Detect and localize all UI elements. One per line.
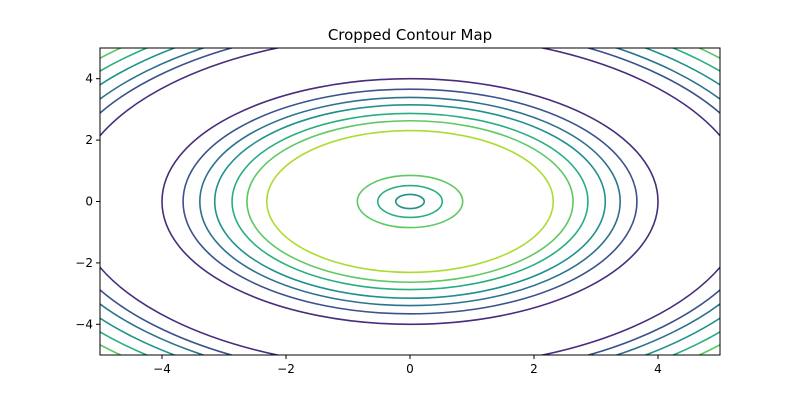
- x-tick-label: −2: [277, 362, 295, 376]
- contour-line: [182, 88, 638, 315]
- contour-line: [231, 112, 589, 291]
- y-tick-label: −4: [75, 317, 93, 331]
- contour-line: [100, 48, 720, 355]
- y-tick-label: 2: [85, 133, 93, 147]
- contour-line: [356, 174, 464, 229]
- contour-line: [394, 193, 426, 210]
- contour-line: [246, 119, 574, 284]
- contour-line: [376, 184, 444, 219]
- contour-line: [199, 96, 621, 307]
- y-tick-label: 0: [85, 195, 93, 209]
- y-tick-label: −2: [75, 256, 93, 270]
- contour-line: [100, 48, 720, 355]
- axes-frame: [99, 47, 721, 356]
- chart-title: Cropped Contour Map: [328, 26, 492, 44]
- y-tick-label: 4: [85, 72, 93, 86]
- contour-line: [213, 103, 607, 300]
- contour-line: [265, 129, 555, 274]
- x-tick-label: −4: [153, 362, 171, 376]
- contour-line: [161, 77, 659, 326]
- contour-line: [100, 48, 720, 355]
- x-tick-label: 0: [406, 362, 414, 376]
- x-tick-label: 2: [530, 362, 538, 376]
- contour-line: [100, 48, 720, 355]
- x-tick-label: 4: [654, 362, 662, 376]
